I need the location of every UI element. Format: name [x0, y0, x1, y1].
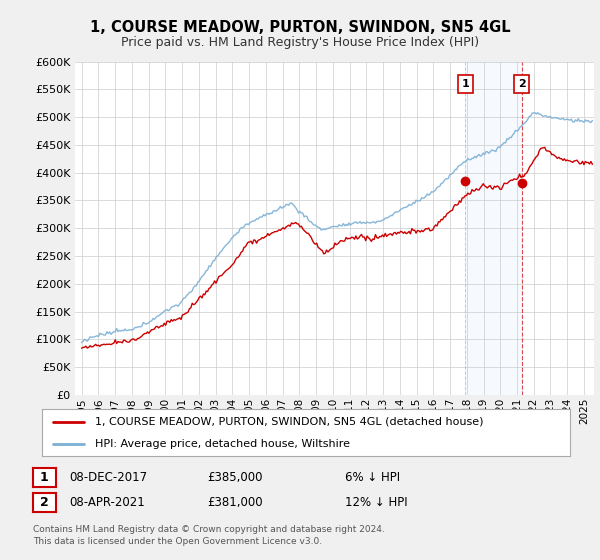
Text: 08-APR-2021: 08-APR-2021: [69, 496, 145, 509]
Text: £385,000: £385,000: [207, 470, 263, 484]
Text: HPI: Average price, detached house, Wiltshire: HPI: Average price, detached house, Wilt…: [95, 438, 350, 449]
Text: 08-DEC-2017: 08-DEC-2017: [69, 470, 147, 484]
Text: Price paid vs. HM Land Registry's House Price Index (HPI): Price paid vs. HM Land Registry's House …: [121, 36, 479, 49]
Text: 1, COURSE MEADOW, PURTON, SWINDON, SN5 4GL (detached house): 1, COURSE MEADOW, PURTON, SWINDON, SN5 4…: [95, 417, 484, 427]
Text: 6% ↓ HPI: 6% ↓ HPI: [345, 470, 400, 484]
Text: 2: 2: [40, 496, 49, 509]
Text: 1, COURSE MEADOW, PURTON, SWINDON, SN5 4GL: 1, COURSE MEADOW, PURTON, SWINDON, SN5 4…: [89, 20, 511, 35]
Text: 1: 1: [40, 470, 49, 484]
Text: Contains HM Land Registry data © Crown copyright and database right 2024.
This d: Contains HM Land Registry data © Crown c…: [33, 525, 385, 546]
Bar: [466, 62, 521, 395]
Text: 2: 2: [518, 79, 526, 89]
Text: £381,000: £381,000: [207, 496, 263, 509]
Text: 12% ↓ HPI: 12% ↓ HPI: [345, 496, 407, 509]
Text: 1: 1: [461, 79, 469, 89]
